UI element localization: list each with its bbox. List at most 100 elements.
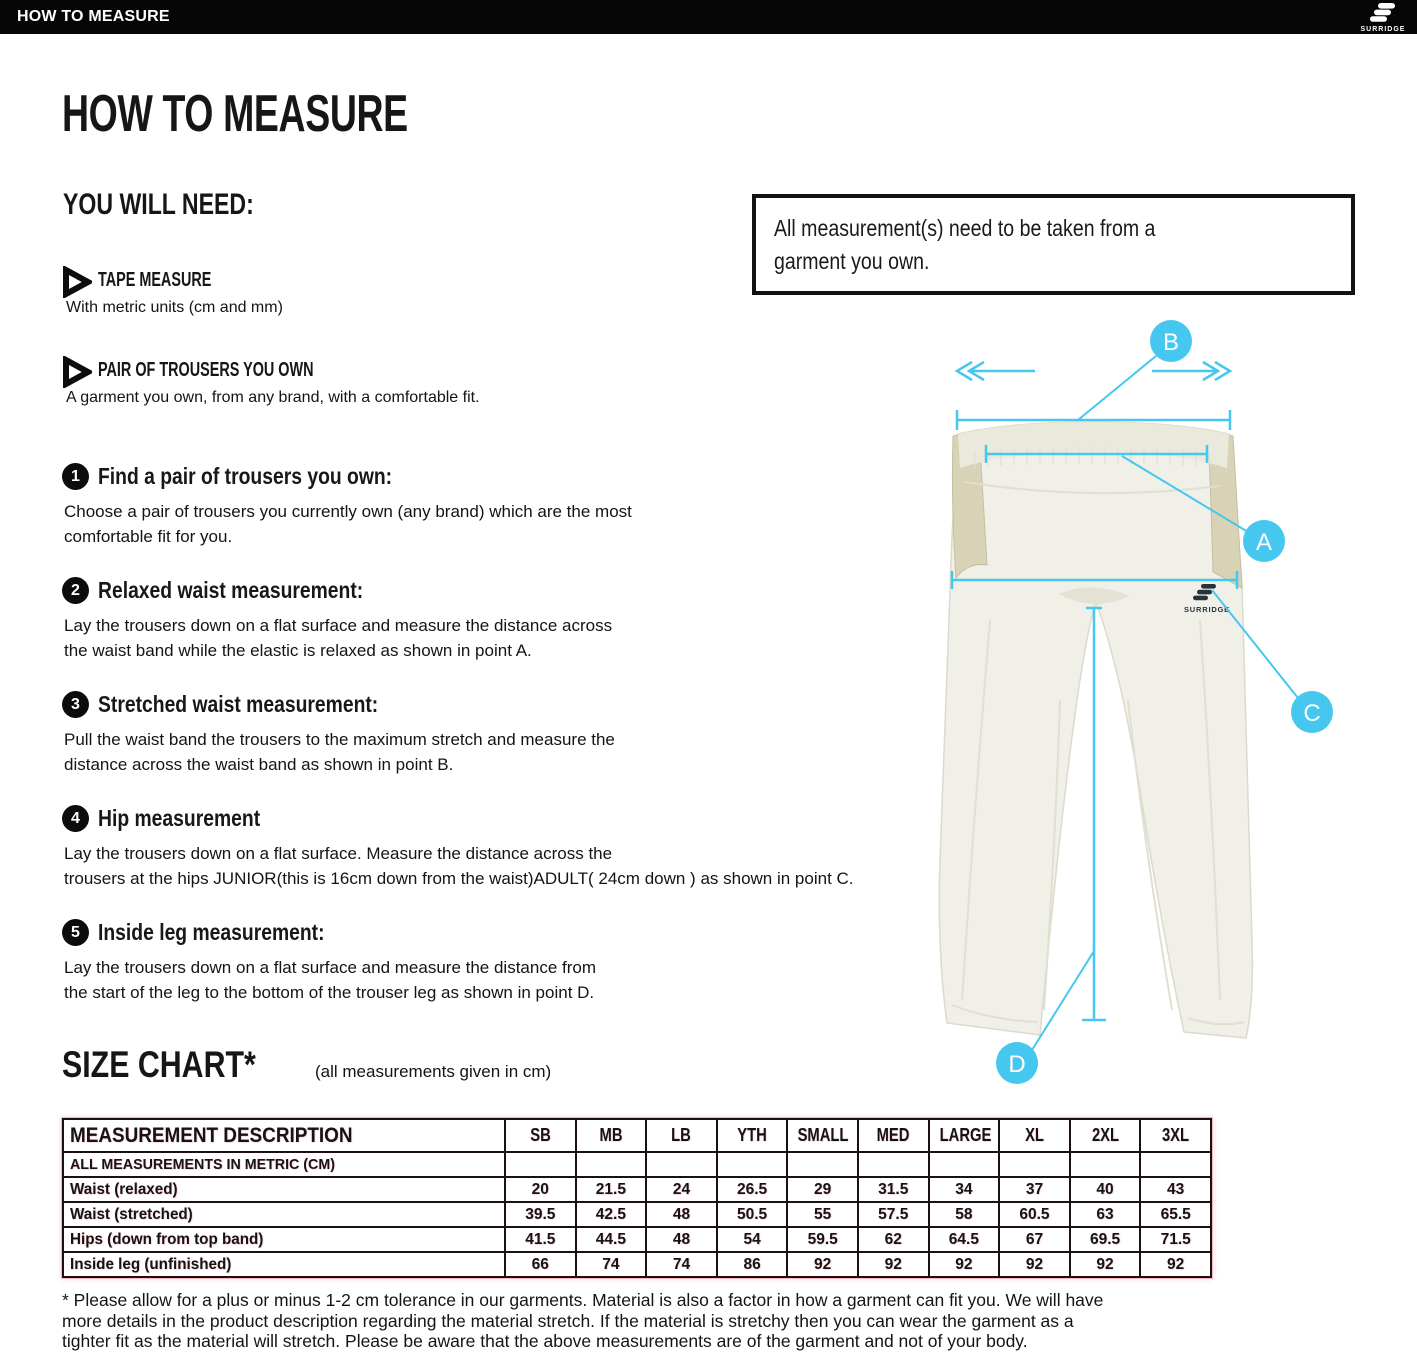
trousers-measurement-diagram: SURRIDGE B A (938, 320, 1333, 1084)
step-number-badge: 1 (62, 463, 89, 490)
stretch-arrow-right (1152, 360, 1233, 382)
note-box: All measurement(s) need to be taken from… (752, 194, 1355, 295)
size-value-cell: 57.5 (856, 1201, 930, 1228)
point-b-leader (1077, 355, 1157, 421)
point-c-leader (1211, 589, 1299, 699)
size-value-cell: 67 (998, 1226, 1071, 1253)
measurement-point-markers (996, 320, 1333, 1084)
page-title: HOW TO MEASURE (62, 85, 408, 143)
size-chart-table: MEASUREMENT DESCRIPTION SB MB LB YTH SMALL MED… (62, 1118, 1212, 1278)
point-b-label: B (1163, 329, 1179, 356)
side-panel-right (1207, 429, 1243, 589)
size-value-cell: 69.5 (1068, 1226, 1142, 1253)
size-value-cell: 62 (856, 1226, 930, 1253)
point-c-label: C (1303, 700, 1320, 727)
metric-note-cell: ALL MEASUREMENTS IN METRIC (CM) (62, 1151, 506, 1178)
size-value-cell: 92 (927, 1251, 1001, 1278)
step-title: Find a pair of trousers you own: (98, 463, 393, 489)
waist-relaxed-line (984, 445, 1209, 463)
empty-cell (715, 1151, 789, 1178)
size-value-cell: 29 (786, 1176, 859, 1203)
size-value-cell: 64.5 (927, 1226, 1001, 1253)
garment-brand-logo: SURRIDGE (1184, 584, 1230, 614)
size-value-cell: 74 (645, 1251, 718, 1278)
step-body: Pull the waist band the trousers to the … (64, 730, 615, 774)
empty-cell (574, 1151, 648, 1178)
size-column-header: SB (504, 1118, 577, 1153)
size-value-cell: 42.5 (574, 1201, 648, 1228)
measurement-label-cell: Hips (down from top band) (62, 1226, 506, 1253)
size-value-cell: 20 (504, 1176, 577, 1203)
point-d-leader (1031, 950, 1095, 1051)
measurement-annotations (950, 355, 1299, 1051)
empty-cell (645, 1151, 718, 1178)
size-value-cell: 41.5 (504, 1226, 577, 1253)
surridge-s-icon (1370, 3, 1395, 22)
measurement-label-cell: Waist (stretched) (62, 1201, 506, 1228)
step-5: 5 Inside leg measurement: Lay the trouse… (62, 919, 942, 1005)
step-heading: 5 Inside leg measurement: (62, 919, 942, 946)
need-item-label: PAIR OF TROUSERS YOU OWN (98, 359, 314, 381)
step-title: Relaxed waist measurement: (98, 577, 364, 603)
size-chart-body: ALL MEASUREMENTS IN METRIC (CM) Waist (re… (62, 1151, 1212, 1278)
size-chart-title: SIZE CHART* (62, 1044, 256, 1085)
size-value-cell: 37 (998, 1176, 1071, 1203)
size-column-header: SMALL (786, 1118, 859, 1153)
garment-logo-text: SURRIDGE (1184, 605, 1230, 614)
size-value-cell: 43 (1139, 1176, 1212, 1203)
size-column-header: 3XL (1139, 1118, 1212, 1153)
empty-cell (786, 1151, 859, 1178)
triangle-bullet-icon (63, 356, 92, 388)
need-item-desc: A garment you own, from any brand, with … (66, 389, 480, 406)
footnote: * Please allow for a plus or minus 1-2 c… (62, 1290, 1104, 1351)
size-column-header: MED (856, 1118, 930, 1153)
size-value-cell: 60.5 (998, 1201, 1071, 1228)
size-value-cell: 92 (1068, 1251, 1142, 1278)
measurement-label-cell: Waist (relaxed) (62, 1176, 506, 1203)
size-value-cell: 48 (645, 1201, 718, 1228)
size-chart-row: Hips (down from top band) 41.5 44.5 48 54 59.… (62, 1226, 1212, 1253)
point-b-marker (1150, 320, 1192, 362)
size-value-cell: 92 (856, 1251, 930, 1278)
size-value-cell: 50.5 (715, 1201, 789, 1228)
triangle-bullet-icon (63, 266, 92, 298)
size-value-cell: 24 (645, 1176, 718, 1203)
note-text: All measurement(s) need to be taken from… (774, 215, 1156, 274)
step-heading: 4 Hip measurement (62, 805, 942, 832)
size-chart-subtitle: (all measurements given in cm) (315, 1062, 552, 1081)
size-chart-row: Inside leg (unfinished) 66 74 74 86 92 92 92 92 9… (62, 1251, 1212, 1278)
size-value-cell: 54 (715, 1226, 789, 1253)
need-item-tape-measure: TAPE MEASURE With metric units (cm and m… (62, 266, 762, 317)
size-chart-header-row: MEASUREMENT DESCRIPTION SB MB LB YTH SMALL MED… (62, 1118, 1212, 1153)
point-d-marker (996, 1042, 1038, 1084)
step-number-badge: 5 (62, 919, 89, 946)
size-column-header: MB (574, 1118, 648, 1153)
empty-cell (1068, 1151, 1142, 1178)
size-chart-row: Waist (relaxed) 20 21.5 24 26.5 29 31.5 34 37 40 4… (62, 1176, 1212, 1203)
description-column-header: MEASUREMENT DESCRIPTION (62, 1118, 506, 1153)
size-value-cell: 44.5 (574, 1226, 648, 1253)
stretch-arrow-left (954, 360, 1035, 382)
inside-leg-line (1082, 606, 1106, 1022)
size-column-header: XL (998, 1118, 1071, 1153)
need-item-label: TAPE MEASURE (98, 269, 212, 291)
surridge-logo: SURRIDGE (1361, 3, 1404, 33)
size-value-cell: 86 (715, 1251, 789, 1278)
size-value-cell: 58 (927, 1201, 1001, 1228)
step-heading: 1 Find a pair of trousers you own: (62, 463, 942, 490)
step-body: Lay the trousers down on a flat surface … (64, 616, 613, 660)
size-value-cell: 34 (927, 1176, 1001, 1203)
point-a-marker (1243, 520, 1285, 562)
step-body: Lay the trousers down on a flat surface.… (64, 844, 854, 888)
step-1: 1 Find a pair of trousers you own: Choos… (62, 463, 942, 549)
point-a-leader (1121, 455, 1249, 533)
size-value-cell: 40 (1068, 1176, 1142, 1203)
size-value-cell: 48 (645, 1226, 718, 1253)
hip-line (950, 571, 1239, 589)
point-d-label: D (1008, 1051, 1025, 1078)
size-column-header: LARGE (927, 1118, 1001, 1153)
step-number-badge: 2 (62, 577, 89, 604)
size-value-cell: 65.5 (1139, 1201, 1212, 1228)
size-value-cell: 92 (786, 1251, 859, 1278)
